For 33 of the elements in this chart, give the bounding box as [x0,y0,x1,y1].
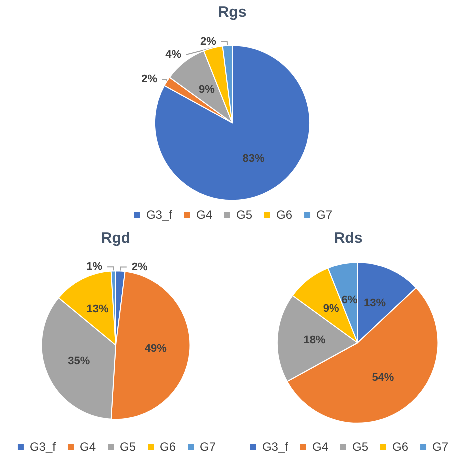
chart-title: Rgd [101,230,131,247]
data-label: 13% [86,304,110,316]
legend-label: G4 [312,440,329,454]
legend-label: G6 [276,208,293,222]
data-label: 9% [198,84,216,96]
legend-label: G4 [196,208,213,222]
data-label: 9% [323,302,340,315]
legend-label: G7 [316,208,333,222]
chart-title: Rgs [218,4,247,21]
chart-title: Rds [334,230,363,247]
data-label: 2% [132,261,148,274]
data-label: 54% [372,372,394,384]
data-label: 35% [68,355,90,368]
legend-label: G5 [120,440,136,454]
data-label: 83% [242,153,265,166]
legend-label: G5 [352,440,369,454]
data-label: 49% [144,343,168,356]
data-label: 18% [304,334,326,346]
legend-label: G6 [392,440,409,454]
data-label: 6% [342,294,358,307]
data-label: 2% [142,73,158,86]
legend-label: G7 [432,440,449,454]
data-label: 4% [166,48,182,61]
legend-label: G3_f [146,208,174,222]
legend-label: G6 [160,440,176,454]
legend-label: G7 [200,440,216,454]
data-label: 13% [364,297,386,310]
legend-label: G5 [236,208,253,222]
legend-label: G4 [80,440,96,454]
legend-label: G3_f [262,440,290,454]
data-label: 1% [86,261,103,274]
data-label: 2% [200,36,217,48]
legend-label: G3_f [30,440,57,454]
